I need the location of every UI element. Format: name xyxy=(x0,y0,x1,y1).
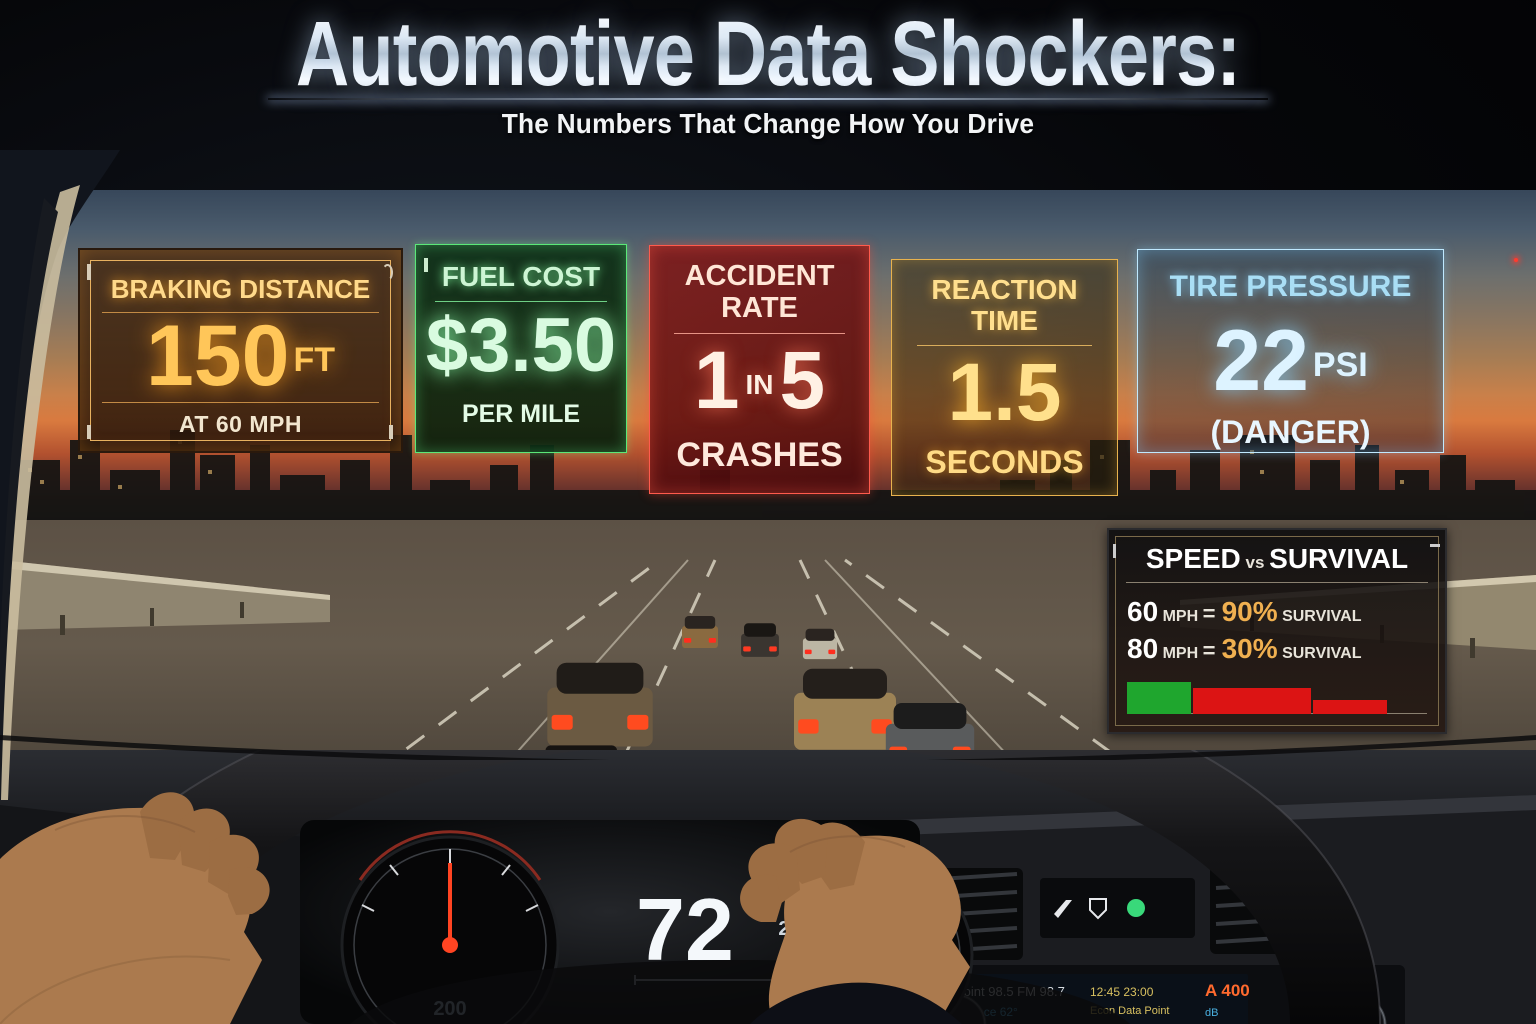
svg-text:12:45 23:00: 12:45 23:00 xyxy=(1090,985,1154,999)
svg-text:A 400: A 400 xyxy=(1205,981,1250,1000)
svg-text:dB: dB xyxy=(1205,1007,1218,1019)
